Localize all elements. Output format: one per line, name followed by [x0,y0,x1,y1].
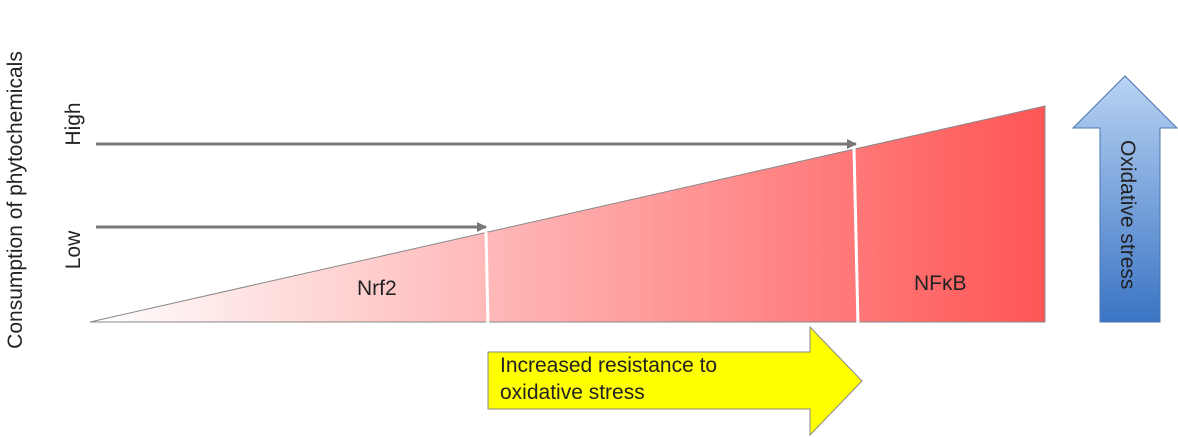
wedge [89,105,1046,323]
divider [852,147,860,327]
right-arrow [487,325,863,437]
right-arrow-label: oxidative stress [500,381,645,404]
region-label: Nrf2 [357,277,397,300]
region-label: NFκB [914,272,967,295]
y-axis-label: Consumption of phytochemicals [4,51,27,349]
level-low: Low [62,230,85,269]
up-arrow-label: Oxidative stress [1116,140,1139,289]
up-arrow [1071,75,1178,323]
right-arrow-label: Increased resistance to [500,354,717,377]
divider [484,231,490,327]
level-high: High [62,102,85,145]
